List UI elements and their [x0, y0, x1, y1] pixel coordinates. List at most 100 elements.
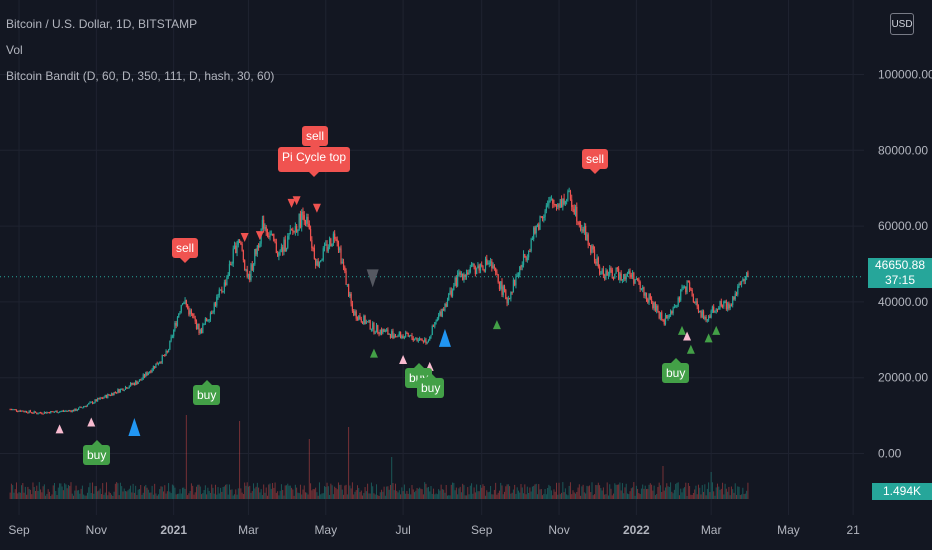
symbol-legend[interactable]: Bitcoin / U.S. Dollar, 1D, BITSTAMP: [6, 17, 198, 31]
buy-label-text: buy: [666, 366, 686, 380]
candle-body: [287, 236, 289, 248]
candle-body: [458, 272, 460, 274]
volume-bar: [479, 484, 481, 499]
volume-bar: [553, 489, 555, 499]
volume-bar: [572, 490, 574, 499]
candle-body: [271, 233, 274, 235]
volume-bar: [666, 483, 668, 499]
candle-body: [510, 292, 512, 299]
candle-body: [190, 310, 193, 315]
candle-body: [165, 351, 167, 356]
candle-body: [742, 279, 744, 282]
currency-button[interactable]: USD: [890, 13, 914, 35]
signal-triangle-green-up: [712, 325, 721, 335]
volume-bar: [708, 482, 710, 499]
candle-body: [710, 310, 712, 318]
volume-bar: [336, 489, 338, 499]
volume-bar: [161, 486, 163, 499]
volume-bar: [294, 484, 296, 499]
volume-bar: [549, 486, 551, 499]
volume-bar: [183, 487, 185, 499]
volume-bar: [151, 485, 153, 499]
volume-bar: [259, 492, 261, 499]
volume-bar: [198, 484, 200, 499]
volume-bar: [569, 482, 571, 499]
volume-bar: [734, 483, 736, 499]
indicator-legend[interactable]: Bitcoin Bandit (D, 60, D, 350, 111, D, h…: [6, 69, 275, 83]
candle-body: [268, 235, 270, 237]
candle-body: [48, 412, 51, 414]
volume-bar: [230, 489, 232, 499]
candle-body: [406, 332, 408, 334]
candle-body: [160, 362, 162, 364]
volume-bar: [363, 493, 365, 499]
volume-bar: [204, 485, 206, 499]
candle-body: [174, 322, 176, 330]
volume-bar: [577, 487, 579, 499]
volume-bar: [662, 466, 664, 499]
candle-body: [45, 411, 47, 414]
volume-bar: [348, 427, 350, 499]
volume-bar: [658, 482, 660, 499]
candle-body: [389, 333, 392, 338]
volume-bars: [9, 415, 749, 499]
volume-bar: [369, 493, 371, 499]
volume-bar: [317, 495, 319, 499]
volume-bar: [86, 492, 88, 499]
x-tick-label: Nov: [548, 523, 569, 537]
volume-bar: [573, 492, 575, 499]
volume-bar: [113, 491, 115, 499]
candle-body: [392, 331, 394, 339]
candle-body: [733, 296, 735, 300]
candle-body: [735, 293, 738, 295]
volume-bar: [55, 490, 57, 499]
volume-bar: [260, 489, 262, 499]
candle-body: [246, 269, 248, 277]
candle-body: [20, 410, 23, 412]
candle-body: [270, 233, 272, 235]
candle-body: [69, 410, 71, 412]
candle-body: [164, 355, 166, 357]
candle-body: [17, 411, 19, 413]
volume-bar: [630, 488, 632, 499]
candle-body: [526, 257, 528, 260]
candle-body: [192, 314, 194, 316]
volume-bar: [126, 491, 128, 499]
candle-body: [449, 290, 451, 294]
volume-bar: [528, 493, 530, 499]
volume-bar: [321, 493, 323, 499]
candle-body: [465, 272, 468, 278]
candle-body: [290, 229, 293, 231]
candle-body: [240, 242, 242, 245]
volume-bar: [365, 491, 367, 499]
volume-bar: [568, 485, 570, 499]
volume-bar: [62, 490, 64, 499]
volume-bar: [373, 493, 375, 499]
volume-bar: [305, 492, 307, 499]
candle-body: [335, 238, 337, 240]
candle-body: [377, 325, 379, 333]
volume-bar: [485, 495, 487, 499]
candle-body: [723, 301, 725, 307]
volume-bar: [673, 489, 675, 499]
volume-bar: [728, 486, 730, 499]
volume-bar: [638, 493, 640, 499]
volume-bar: [93, 493, 95, 499]
candle-body: [453, 285, 455, 290]
volume-bar: [247, 486, 249, 499]
candle-body: [553, 203, 555, 205]
volume-bar: [659, 485, 661, 499]
volume-bar: [334, 486, 336, 499]
volume-legend[interactable]: Vol: [6, 43, 23, 57]
volume-bar: [415, 490, 417, 499]
buy-label: buy: [417, 373, 445, 398]
candle-body: [618, 268, 620, 280]
volume-bar: [264, 492, 266, 499]
candle-body: [122, 388, 124, 391]
volume-bar: [623, 493, 625, 499]
volume-bar: [173, 485, 175, 499]
x-tick-label: 2021: [160, 523, 187, 537]
candle-body: [26, 411, 28, 413]
volume-bar: [697, 484, 699, 499]
